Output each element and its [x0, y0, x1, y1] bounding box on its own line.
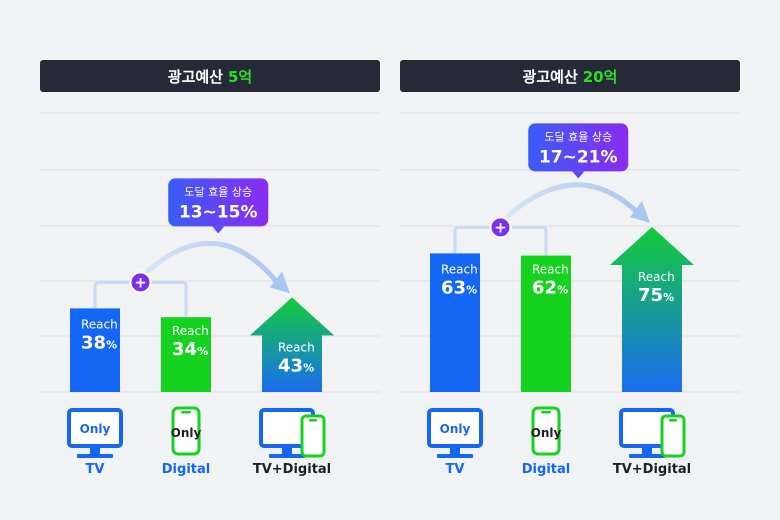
efficiency-arrow [506, 182, 641, 218]
monitor-and-phone-icon [259, 408, 326, 458]
plus-icon [129, 271, 152, 294]
bar-metric-label: Reach [81, 317, 118, 331]
panel-title-prefix: 광고예산 [167, 67, 223, 86]
bar-metric-label: Reach [278, 340, 315, 354]
panel-title-budget: 20억 [582, 67, 618, 86]
panel-header-left: 광고예산 5억 [40, 60, 380, 92]
bar-metric-label: Reach [532, 263, 569, 277]
efficiency-arrow [146, 240, 281, 286]
panel-title-budget: 5억 [227, 67, 253, 86]
bar-value-label: 38% [81, 332, 117, 353]
smartphone-icon: Only [531, 406, 562, 456]
bar-value-label: 63% [441, 277, 477, 298]
callout-value: 17~21% [539, 147, 618, 167]
bar-metric-label: Reach [441, 262, 478, 276]
chart-panel: +도달 효율 상승17~21%Reach63%Reach62%Reach75%O… [400, 112, 740, 477]
category-label: Digital [522, 462, 570, 477]
icon-only-text: Only [440, 422, 471, 436]
plus-icon [489, 216, 512, 239]
callout-pointer [572, 171, 585, 179]
panel-title-prefix: 광고예산 [522, 67, 578, 86]
tv-monitor-icon: Only [427, 408, 483, 458]
bar-tv-digital [250, 297, 334, 392]
panel-header-right: 광고예산 20억 [400, 60, 740, 92]
bar-value-label: 62% [532, 278, 568, 299]
efficiency-arrow-head [630, 201, 650, 223]
callout-box [168, 178, 269, 227]
category-label: TV+Digital [613, 462, 691, 477]
smartphone-icon: Only [171, 406, 202, 456]
callout-box [528, 123, 629, 172]
bar-metric-label: Reach [638, 270, 675, 284]
bar-tv-digital [610, 227, 694, 392]
plus-symbol: + [494, 218, 507, 236]
bar-digital [161, 317, 211, 392]
bar-value-label: 34% [172, 339, 208, 360]
bar-digital [521, 255, 571, 392]
callout-pointer [212, 226, 225, 234]
callout-label: 도달 효율 상승 [184, 185, 252, 198]
icon-only-text: Only [80, 422, 111, 436]
callout-label: 도달 효율 상승 [544, 130, 612, 143]
bar-tv [70, 308, 120, 392]
bar-metric-label: Reach [172, 324, 209, 338]
bar-tv [430, 253, 480, 392]
bar-value-label: 43% [278, 355, 314, 376]
icon-only-text: Only [171, 426, 202, 440]
monitor-and-phone-icon [619, 408, 686, 458]
category-label: Digital [162, 462, 210, 477]
callout-value: 13~15% [179, 202, 258, 222]
efficiency-arrow-head [270, 271, 290, 294]
plus-symbol: + [134, 273, 147, 291]
bar-value-label: 75% [638, 285, 674, 306]
category-label: TV+Digital [253, 462, 331, 477]
category-label: TV [86, 462, 105, 477]
category-label: TV [446, 462, 465, 477]
icon-only-text: Only [531, 426, 562, 440]
tv-monitor-icon: Only [67, 408, 123, 458]
